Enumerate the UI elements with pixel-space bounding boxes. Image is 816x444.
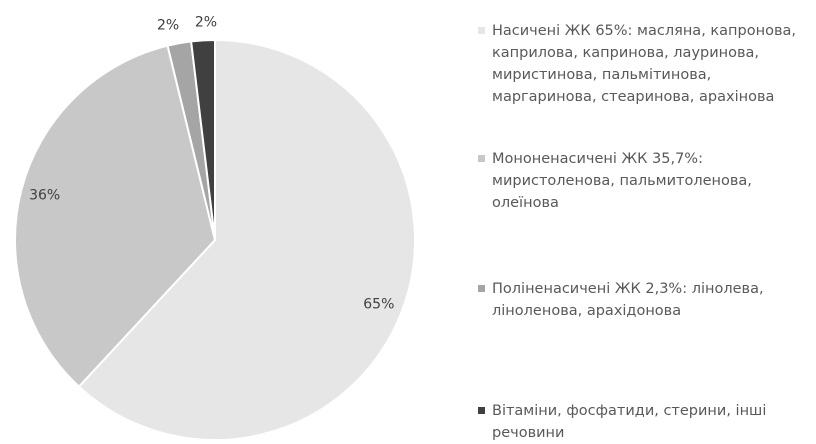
pie-slice xyxy=(190,38,216,241)
chart: 65% 36% 2% 2% xyxy=(14,14,416,441)
pie-slice xyxy=(14,44,217,389)
legend-item: Мононенасичені ЖК 35,7%: миристоленова, … xyxy=(478,148,808,214)
legend-swatch xyxy=(478,155,485,162)
data-label: 2% xyxy=(195,14,217,30)
legend-swatch xyxy=(478,27,485,34)
data-label: 2% xyxy=(157,18,179,34)
data-label: 65% xyxy=(363,296,394,312)
legend-swatch xyxy=(478,285,485,292)
legend-item: Насичені ЖК 65%: масляна, капронова, кап… xyxy=(478,20,808,108)
pie-slice xyxy=(77,38,416,441)
legend-label: Мононенасичені ЖК 35,7%: миристоленова, … xyxy=(492,151,752,211)
legend-label: Вітаміни, фосфатиди, стерини, інші речов… xyxy=(492,403,767,441)
legend-item: Вітаміни, фосфатиди, стерини, інші речов… xyxy=(478,400,808,444)
data-label: 36% xyxy=(29,188,60,204)
legend-label: Поліненасичені ЖК 2,3%: лінолева, ліноле… xyxy=(492,281,764,319)
legend-item: Поліненасичені ЖК 2,3%: лінолева, ліноле… xyxy=(478,278,808,322)
legend-swatch xyxy=(478,407,485,414)
legend-label: Насичені ЖК 65%: масляна, капронова, кап… xyxy=(492,23,796,105)
